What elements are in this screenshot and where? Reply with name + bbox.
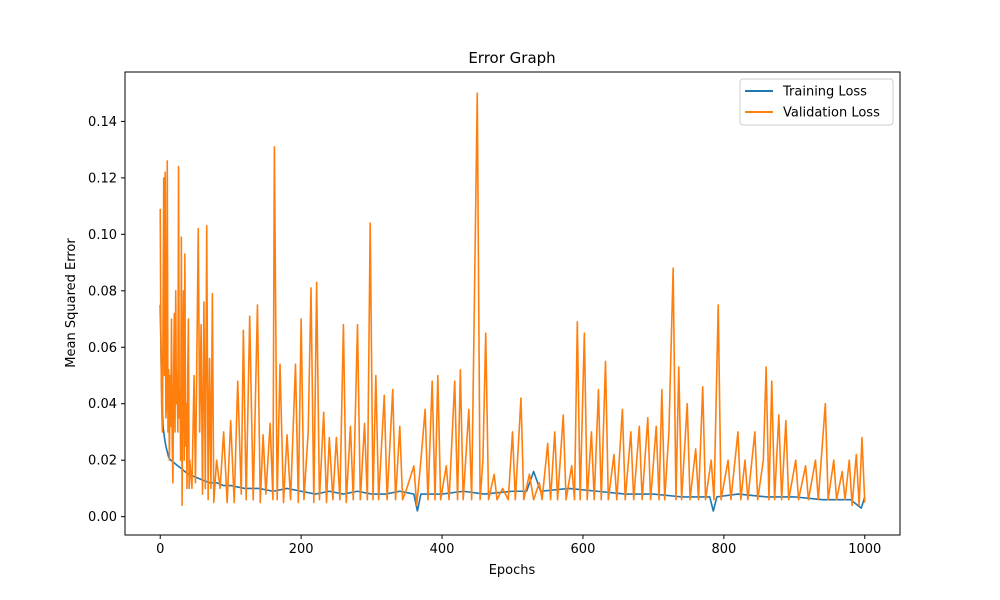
- y-tick-label: 0.12: [88, 171, 117, 186]
- y-tick-label: 0.10: [88, 228, 117, 243]
- chart-title: Error Graph: [468, 49, 555, 67]
- y-tick-label: 0.14: [88, 115, 117, 130]
- x-axis-title: Epochs: [489, 563, 536, 578]
- y-tick-label: 0.04: [88, 397, 117, 412]
- y-tick-label: 0.06: [88, 341, 117, 356]
- x-tick-label: 1000: [848, 542, 881, 557]
- y-tick-label: 0.02: [88, 454, 117, 469]
- legend: Training Loss Validation Loss: [739, 78, 894, 126]
- y-tick-label: 0.08: [88, 284, 117, 299]
- x-tick-label: 200: [289, 542, 314, 557]
- y-tick-label: 0.00: [88, 510, 117, 525]
- x-tick-label: 800: [711, 542, 736, 557]
- legend-label: Training Loss: [782, 85, 867, 100]
- plot-area: 0 200 400 600 800 1000 0.00 0.02 0.04 0.06 0.08 0.1…: [88, 71, 901, 557]
- legend-box: [739, 78, 894, 126]
- x-tick-label: 600: [571, 542, 596, 557]
- x-tick-label: 0: [156, 542, 164, 557]
- series-line-validation-loss: [159, 92, 866, 507]
- y-axis-title: Mean Squared Error: [64, 238, 79, 368]
- x-tick-label: 400: [430, 542, 455, 557]
- axes-frame: [124, 71, 901, 536]
- legend-label: Validation Loss: [783, 106, 880, 121]
